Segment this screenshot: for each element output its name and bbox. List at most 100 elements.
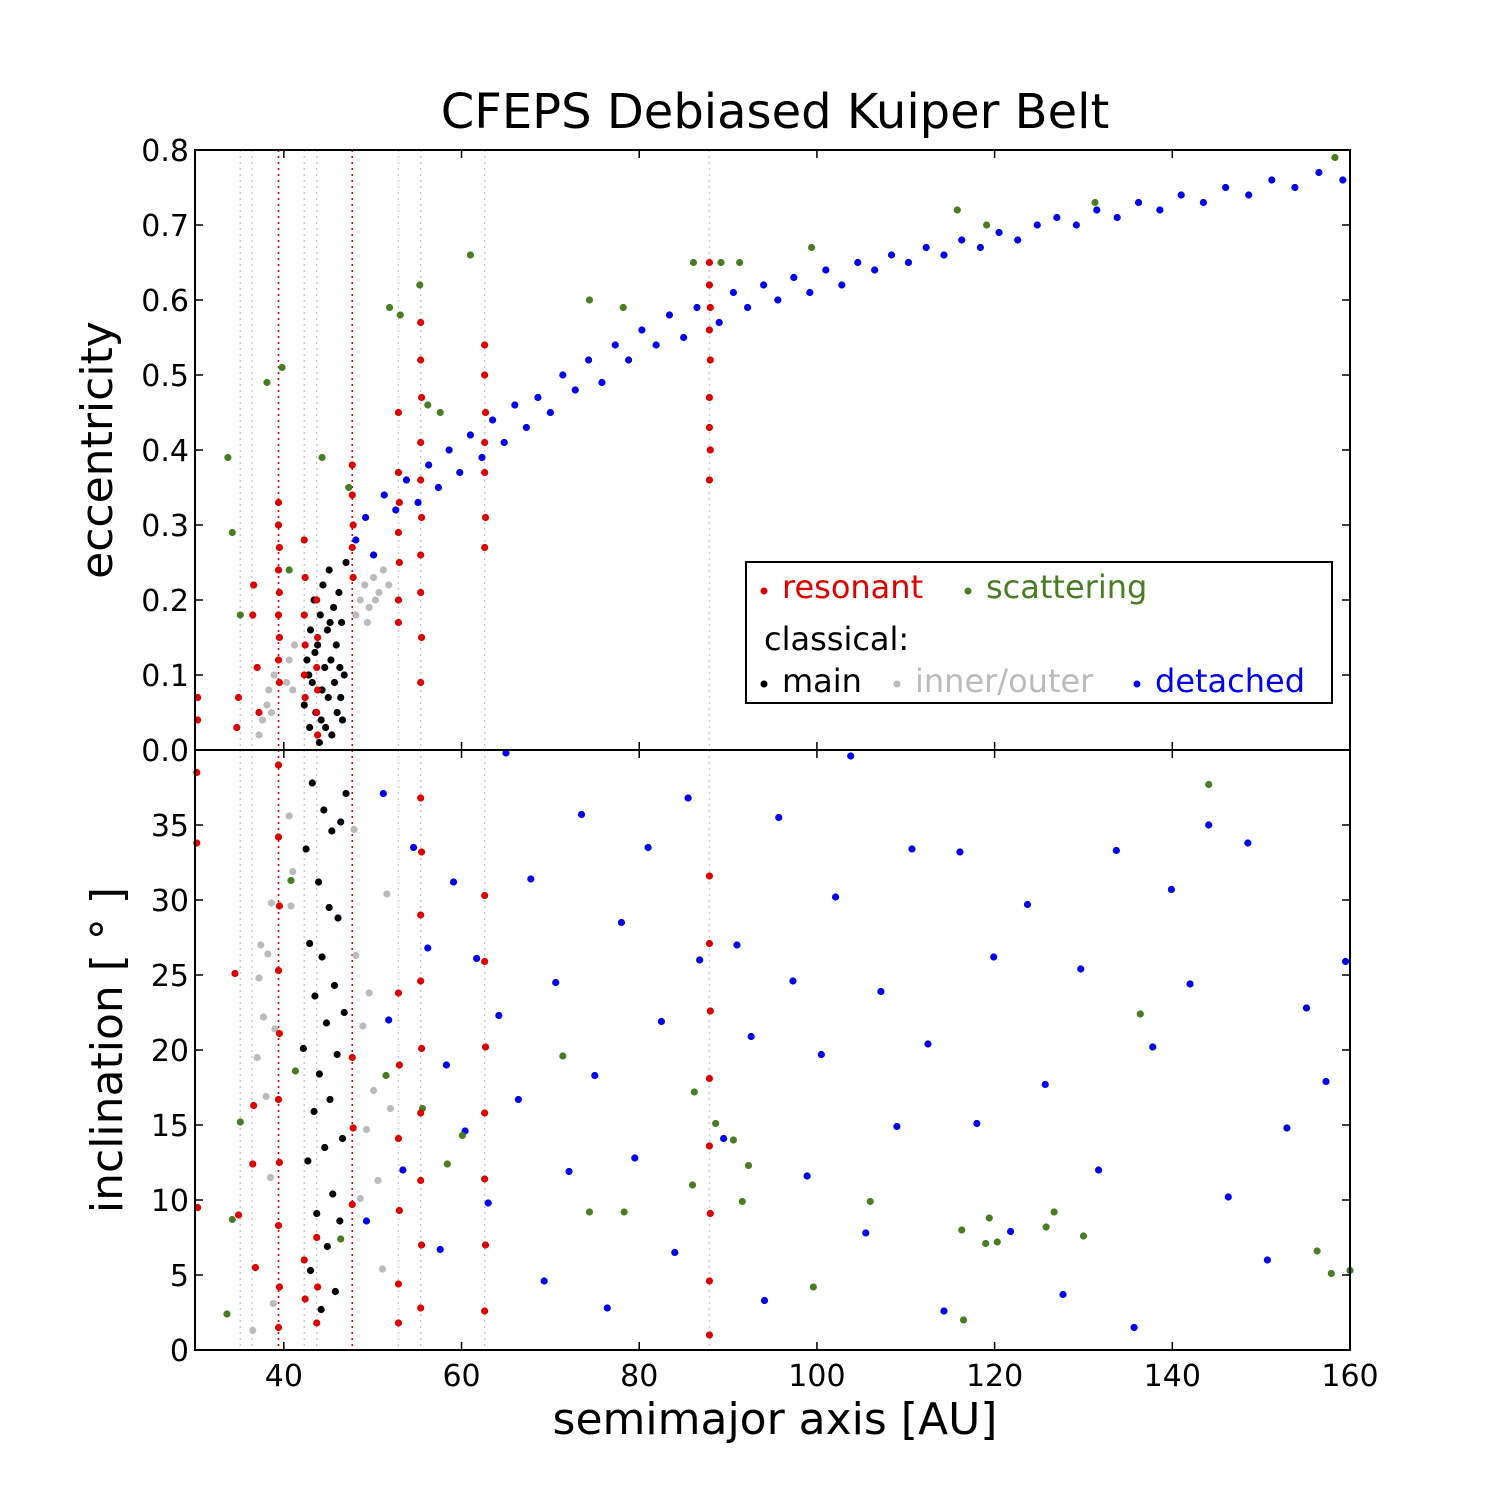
- detached-point: [1094, 1166, 1103, 1174]
- inner-outer-point: [258, 716, 267, 724]
- resonant-point: [705, 1277, 714, 1285]
- detached-point: [466, 431, 475, 439]
- inner-outer-point: [352, 611, 360, 619]
- resonant-point: [705, 939, 714, 948]
- detached-point: [445, 446, 453, 454]
- inner-outer-point: [285, 656, 293, 664]
- main-point: [336, 1217, 344, 1225]
- resonant-point: [274, 656, 283, 664]
- scattering-point: [236, 1118, 244, 1126]
- resonant-point: [481, 1109, 489, 1117]
- resonant-point: [705, 1142, 714, 1150]
- detached-point: [838, 281, 846, 289]
- detached-point: [854, 258, 862, 267]
- resonant-point: [301, 641, 309, 649]
- resonant-point: [705, 1331, 714, 1339]
- detached-point: [495, 1011, 503, 1020]
- main-point: [335, 588, 343, 597]
- detached-point: [424, 944, 432, 952]
- resonant-point: [417, 356, 425, 364]
- detached-point: [847, 752, 855, 760]
- resonant-point: [251, 1263, 260, 1272]
- resonant-point: [274, 1323, 283, 1332]
- detached-point: [1186, 980, 1194, 988]
- resonant-point: [481, 371, 489, 379]
- scattering-point: [736, 258, 744, 267]
- scattering-point: [228, 1215, 236, 1224]
- detached-point: [922, 243, 930, 252]
- scattering-point: [744, 1161, 753, 1170]
- y-tick-label: 25: [151, 959, 189, 994]
- detached-point: [1245, 191, 1253, 199]
- resonant-point: [274, 611, 283, 619]
- detached-point: [747, 1032, 755, 1041]
- scattering-point: [1079, 1232, 1088, 1240]
- main-point: [322, 1019, 331, 1027]
- detached-point: [1077, 965, 1085, 973]
- scattering-point: [1136, 1010, 1144, 1018]
- resonant-point: [706, 1007, 714, 1015]
- resonant-point: [348, 491, 356, 499]
- detached-point: [559, 371, 567, 379]
- scattering-point: [807, 243, 816, 252]
- detached-point: [1113, 213, 1121, 222]
- resonant-point: [395, 1206, 403, 1215]
- scattering-point: [983, 221, 991, 229]
- main-point: [326, 1095, 334, 1104]
- scattering-point: [959, 1316, 968, 1324]
- detached-point: [665, 311, 674, 319]
- detached-point: [1053, 213, 1061, 222]
- scattering-point: [958, 1226, 966, 1234]
- legend: resonant scattering classical: main inne…: [745, 561, 1333, 704]
- main-point: [336, 663, 344, 672]
- scattering-point: [1042, 1223, 1050, 1231]
- scattering-point: [689, 258, 698, 267]
- resonant-point: [274, 761, 283, 769]
- detached-point: [817, 1050, 825, 1059]
- detached-point: [774, 296, 782, 304]
- detached-point: [552, 978, 560, 987]
- x-tick-label: 120: [966, 1359, 1023, 1394]
- scattering-point: [953, 206, 961, 214]
- resonant-point: [394, 596, 403, 604]
- detached-point: [514, 1095, 523, 1104]
- resonant-point: [313, 1233, 321, 1242]
- detached-point: [924, 1040, 932, 1048]
- scattering-point: [1327, 1269, 1335, 1278]
- main-point: [314, 641, 322, 649]
- resonant-point: [274, 566, 283, 574]
- detached-point: [871, 266, 879, 274]
- main-point: [316, 611, 324, 619]
- detached-point: [385, 1016, 393, 1024]
- scattering-point: [585, 1208, 594, 1216]
- detached-point: [624, 356, 633, 364]
- resonant-point: [417, 513, 426, 522]
- resonant-point: [255, 708, 263, 717]
- inner-outer-point: [352, 951, 360, 960]
- y-tick-label: 35: [151, 809, 189, 844]
- y-tick-label: 5: [170, 1259, 189, 1294]
- detached-point: [904, 258, 913, 267]
- detached-point: [680, 333, 688, 342]
- main-point: [306, 723, 314, 732]
- main-point: [315, 1070, 323, 1078]
- detached-point: [1093, 206, 1101, 214]
- detached-point: [644, 843, 652, 852]
- inner-outer-point: [350, 825, 358, 834]
- detached-point: [1072, 221, 1080, 229]
- resonant-point: [481, 1241, 490, 1249]
- scattering-point: [443, 1160, 451, 1168]
- detached-point: [877, 987, 885, 996]
- resonant-point: [417, 438, 425, 447]
- detached-point: [511, 401, 519, 409]
- resonant-point: [417, 551, 425, 559]
- resonant-point: [348, 1200, 356, 1209]
- detached-point: [502, 749, 510, 757]
- main-point: [313, 1209, 321, 1218]
- detached-point: [862, 1229, 870, 1237]
- resonant-point: [314, 731, 322, 739]
- legend-inner-outer-label: inner/outer: [915, 662, 1094, 700]
- detached-point: [1341, 957, 1350, 966]
- resonant-point: [417, 678, 425, 687]
- scattering-point: [345, 483, 353, 492]
